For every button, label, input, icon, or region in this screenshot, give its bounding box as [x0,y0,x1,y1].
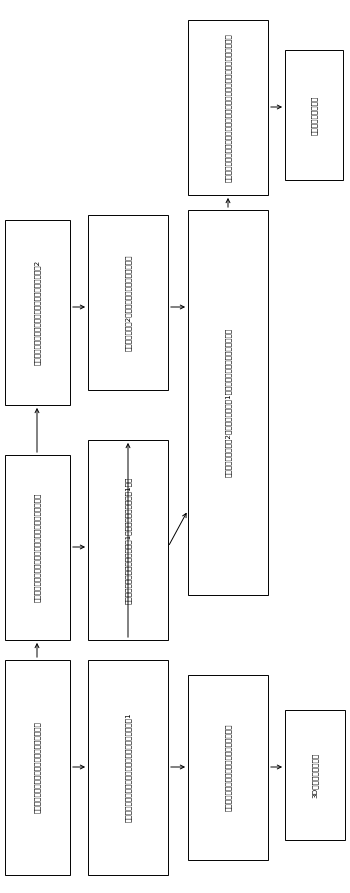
Bar [88,215,168,390]
Text: 3D打印参考诊断蜡型: 3D打印参考诊断蜡型 [312,753,318,797]
Text: 全颌成形义体修复后，口内扫描获取数字化工作模型2: 全颌成形义体修复后，口内扫描获取数字化工作模型2 [34,260,41,365]
Bar [88,660,168,875]
Bar [5,455,70,640]
Text: 数字化临时模型与数字化工作模型1拟合，数字化工作模型1拟合: 数字化临时模型与数字化工作模型1拟合，数字化工作模型1拟合 [125,476,131,604]
Bar [88,440,168,640]
Bar [285,710,345,840]
Text: 摄影、模型、咬合记录等诊断资料的采集和分析: 摄影、模型、咬合记录等诊断资料的采集和分析 [34,722,41,814]
Text: 切削完成修复体制作: 切削完成修复体制作 [311,96,317,135]
Bar [188,210,268,595]
Text: 第一批方案后，口内扫描，取数字化临时修复体数据模型: 第一批方案后，口内扫描，取数字化临时修复体数据模型 [34,493,41,602]
Bar [188,675,268,860]
Text: 传统数字化工作模型2与数字化工作模型1对齐，以及诊断蜡型以及诊断模型: 传统数字化工作模型2与数字化工作模型1对齐，以及诊断蜡型以及诊断模型 [225,328,231,477]
Text: 数字化工作模型上设计修复体，数字诊断蜡型: 数字化工作模型上设计修复体，数字诊断蜡型 [225,723,231,811]
Bar [285,50,343,180]
Bar [188,20,268,195]
Text: 在数字诊断蜡型模型的指导下，在数字化临时修复体数据技术完成修复体设计: 在数字诊断蜡型模型的指导下，在数字化临时修复体数据技术完成修复体设计 [225,33,231,182]
Text: 描绘咬合曲线位置，数字化，如何制作数字化工作模型1: 描绘咬合曲线位置，数字化，如何制作数字化工作模型1 [125,713,131,822]
Bar [5,220,70,405]
Bar [5,660,70,875]
Text: 数字化工作模型2与数字化临时修复体的模型报合: 数字化工作模型2与数字化临时修复体的模型报合 [125,255,131,351]
